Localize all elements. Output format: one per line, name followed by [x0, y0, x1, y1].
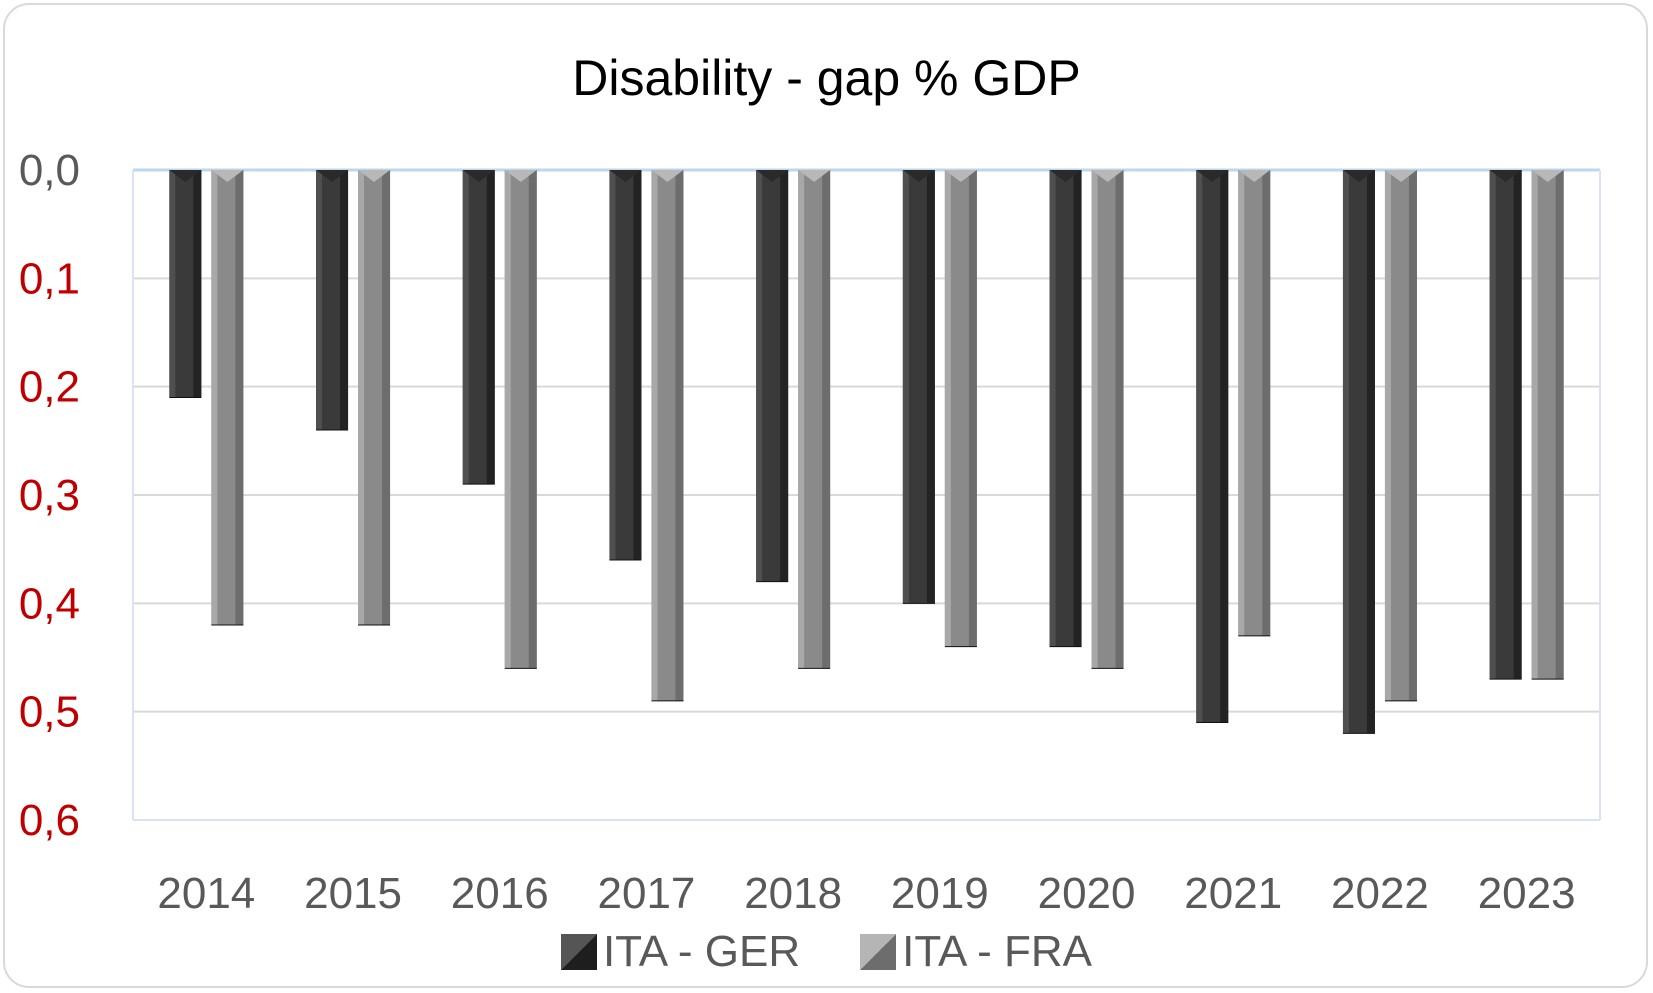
bar-ita-fra-2021: [1238, 170, 1271, 637]
x-tick-label: 2015: [304, 869, 402, 918]
x-axis-ticks: 2014 2015 2016 2017 2018 2019 2020 2021 2022 2023: [157, 869, 1575, 918]
bar-ita-fra-2015: [358, 170, 391, 626]
legend-label-ita-ger: ITA - GER: [602, 927, 801, 976]
bar-ita-ger-2019: [902, 170, 935, 604]
x-tick-label: 2018: [744, 869, 842, 918]
x-tick-label: 2017: [598, 869, 696, 918]
y-tick-label: 0,3: [19, 471, 80, 520]
y-axis-ticks: 0,0 0,1 0,2 0,3 0,4 0,5 0,6: [19, 146, 80, 845]
legend-item-ita-fra: ITA - FRA: [860, 927, 1092, 977]
legend-label-ita-fra: ITA - FRA: [902, 927, 1093, 976]
x-tick-label: 2014: [157, 869, 255, 918]
bar-ita-fra-2022: [1384, 170, 1417, 702]
bar-ita-ger-2018: [756, 170, 789, 583]
gridlines: [132, 168, 1601, 821]
y-tick-label: 0,1: [19, 254, 80, 303]
x-tick-label: 2023: [1478, 869, 1576, 918]
bar-ita-ger-2020: [1049, 170, 1082, 648]
bar-ita-fra-2017: [651, 170, 684, 702]
bar-ita-ger-2023: [1489, 170, 1522, 680]
bar-ita-fra-2018: [798, 170, 831, 669]
y-tick-label: 0,5: [19, 688, 80, 737]
legend-swatch-ita-fra: [860, 934, 897, 970]
bar-ita-fra-2020: [1091, 170, 1124, 669]
bar-ita-ger-2017: [609, 170, 642, 561]
bar-ita-ger-2022: [1342, 170, 1375, 734]
legend-item-ita-ger: ITA - GER: [560, 927, 801, 977]
legend-swatch-ita-ger: [560, 934, 597, 970]
x-tick-label: 2020: [1038, 869, 1136, 918]
y-tick-label: 0,0: [19, 146, 80, 195]
bar-ita-ger-2014: [169, 170, 202, 398]
x-tick-label: 2022: [1331, 869, 1429, 918]
bar-ita-ger-2016: [462, 170, 495, 485]
y-tick-label: 0,4: [19, 579, 80, 628]
bar-ita-fra-2019: [944, 170, 977, 648]
y-tick-label: 0,6: [19, 796, 80, 845]
bar-ita-ger-2015: [316, 170, 349, 431]
bar-ita-fra-2016: [504, 170, 537, 669]
bar-ita-fra-2014: [211, 170, 244, 626]
x-tick-label: 2019: [891, 869, 989, 918]
y-tick-label: 0,2: [19, 363, 80, 412]
bars: [169, 170, 1564, 734]
x-tick-label: 2016: [451, 869, 549, 918]
bar-ita-ger-2021: [1196, 170, 1229, 723]
legend: ITA - GER ITA - FRA: [0, 922, 1653, 982]
x-tick-label: 2021: [1184, 869, 1282, 918]
chart-title: Disability - gap % GDP: [572, 50, 1081, 106]
bar-ita-fra-2023: [1531, 170, 1564, 680]
